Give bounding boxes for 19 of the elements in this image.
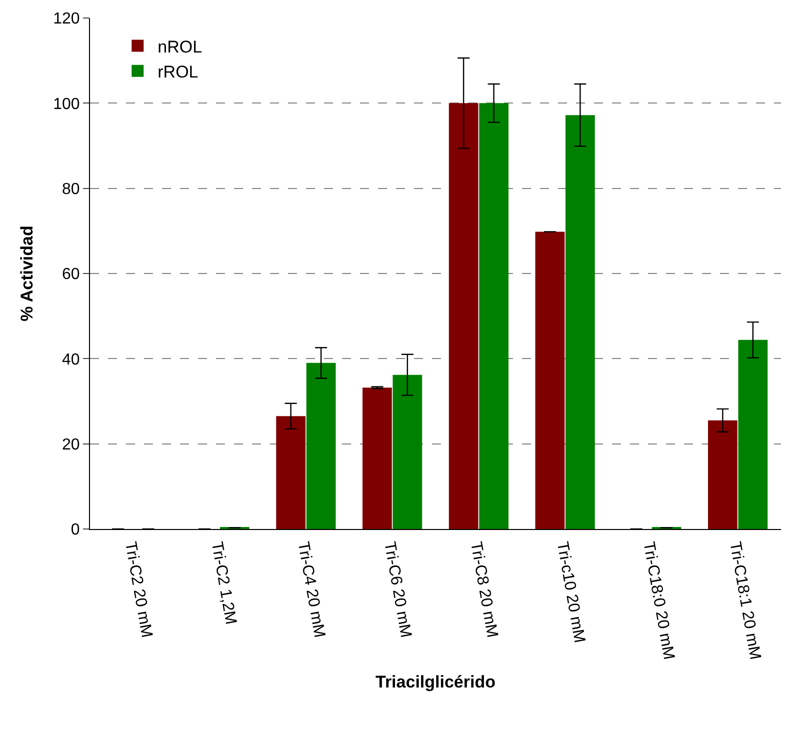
y-tick-label: 120 — [53, 10, 80, 28]
x-tick-label: Tri-C6 20 mM — [380, 540, 414, 639]
legend-label: rROL — [158, 62, 198, 82]
y-tick-label: 100 — [53, 96, 80, 113]
x-tick-label: Tri-C2 1,2M — [208, 540, 240, 626]
x-tick-label: Tri-C4 20 mM — [294, 540, 328, 639]
y-tick-label: 40 — [62, 351, 80, 368]
x-tick-label: Tri-C18:0 20 mM — [640, 540, 678, 661]
x-tick-label: Tri-C2 20 mM — [121, 540, 155, 639]
y-tick-label: 60 — [62, 266, 80, 284]
x-axis-title: Triacilglicérido — [376, 672, 496, 692]
x-tick-label: Tri-C8 20 mM — [466, 540, 500, 639]
y-axis-title: % Actividad — [18, 226, 37, 322]
legend-label: nROL — [158, 37, 202, 56]
x-tick-label: Tri-c10 20 mM — [553, 540, 588, 644]
y-tick-label: 80 — [62, 180, 80, 198]
y-tick-label: 0 — [70, 522, 80, 539]
x-tick-label: Tri-C18:1 20 mM — [726, 540, 764, 661]
y-tick-label: 20 — [62, 436, 80, 454]
